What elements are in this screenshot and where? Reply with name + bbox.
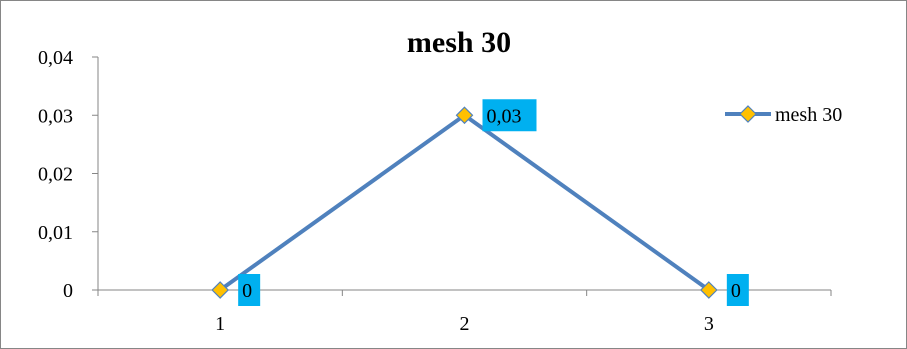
y-tick-label: 0,02 [38,164,73,186]
data-label-text: 0,03 [487,105,522,127]
legend-marker-diamond-icon [739,105,757,123]
data-point-marker [211,281,230,299]
data-label: 0 [238,274,261,306]
x-tick-label: 3 [704,313,714,335]
data-label: 0 [726,274,749,306]
legend-label-mesh-30: mesh 30 [775,104,842,126]
x-tick-label: 1 [215,313,225,335]
y-tick-label: 0,04 [38,47,73,69]
y-tick-label: 0,01 [38,222,73,244]
data-label: 0,03 [482,99,537,132]
y-tick-label: 0 [63,280,73,302]
y-tick-label: 0,03 [38,105,73,127]
data-point-marker [455,106,474,125]
data-label-background [238,274,261,306]
data-label-text: 0 [731,280,741,302]
axes: 0 0,01 0,02 0,03 0,04 1 2 3 [38,47,832,335]
chart-title: mesh 30 [407,26,511,59]
data-point-marker [699,281,718,299]
data-label-background [482,99,537,132]
legend: mesh 30 [725,104,842,126]
data-labels: 0 0,03 0 [238,99,749,306]
x-tick-label: 2 [460,313,470,335]
series-layer [211,106,718,299]
data-label-text: 0 [242,280,252,302]
series-line-mesh-30 [219,113,710,292]
data-label-background [726,274,749,306]
